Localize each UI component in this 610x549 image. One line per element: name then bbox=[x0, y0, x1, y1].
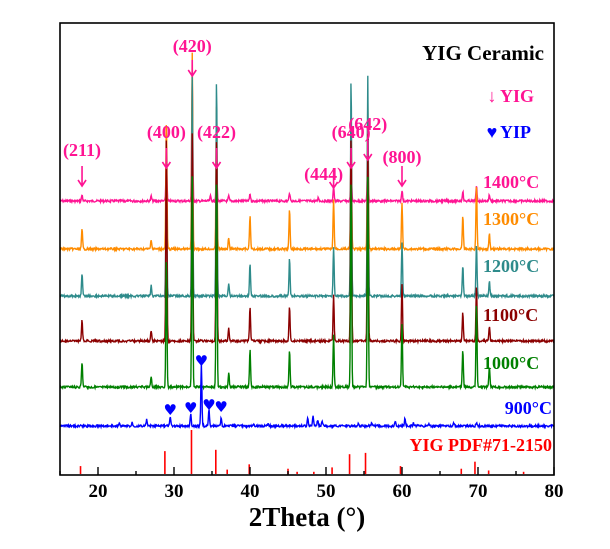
hkl-label: (422) bbox=[197, 122, 236, 143]
hkl-label: (640) bbox=[332, 122, 371, 143]
trace-1200c bbox=[59, 75, 555, 300]
trace-layer bbox=[59, 52, 555, 430]
reference-label: YIG PDF#71-2150 bbox=[410, 435, 553, 455]
x-axis-ticks: 20 30 40 50 60 70 80 bbox=[59, 467, 564, 502]
hkl-label: (420) bbox=[173, 36, 212, 57]
x-tick-label: 70 bbox=[469, 481, 488, 502]
hkl-label: (800) bbox=[383, 147, 422, 168]
trace-label-1200c: 1200°C bbox=[483, 256, 539, 276]
trace-label-1000c: 1000°C bbox=[483, 353, 539, 373]
trace-1000c bbox=[59, 176, 555, 391]
chart-title: YIG Ceramic bbox=[422, 41, 544, 65]
heart-icon: ♥ bbox=[487, 122, 498, 142]
x-tick-label: 40 bbox=[241, 481, 260, 502]
x-tick-label: 50 bbox=[317, 481, 336, 502]
trace-label-1400c: 1400°C bbox=[483, 172, 539, 192]
x-tick-label: 20 bbox=[89, 481, 108, 502]
x-tick-label: 80 bbox=[545, 481, 564, 502]
trace-1300c bbox=[59, 52, 555, 253]
down-arrow-icon bbox=[328, 168, 339, 190]
plot-frame bbox=[59, 22, 555, 476]
hkl-label: (642) bbox=[348, 114, 387, 135]
yip-heart-icon: ♥ bbox=[202, 396, 215, 414]
x-axis-title: 2Theta (°) bbox=[249, 502, 366, 532]
yip-heart-icon: ♥ bbox=[184, 399, 197, 417]
legend-label-yig: YIG bbox=[500, 86, 534, 106]
trace-900c bbox=[59, 363, 555, 430]
reference-pattern: YIG PDF#71-2150 bbox=[79, 430, 553, 474]
x-tick-label: 60 bbox=[393, 481, 412, 502]
trace-label-900c: 900°C bbox=[505, 398, 552, 418]
yip-marker-layer: ♥ ♥♥♥♥ bbox=[163, 352, 227, 419]
hkl-label: (400) bbox=[147, 122, 186, 143]
down-arrow-icon bbox=[363, 140, 373, 162]
trace-label-1100c: 1100°C bbox=[483, 305, 538, 325]
trace-1100c bbox=[59, 133, 555, 345]
down-arrow-icon bbox=[187, 60, 197, 78]
down-arrow-icon bbox=[397, 166, 407, 188]
down-arrow-icon: ↓ bbox=[488, 86, 497, 106]
peak-marker-layer: (211)(400)(420)(422)(444)(640)(642)(800) bbox=[63, 36, 422, 190]
yip-heart-icon: ♥ bbox=[214, 398, 227, 416]
hkl-label: (211) bbox=[63, 140, 101, 161]
trace-label-1300c: 1300°C bbox=[483, 209, 539, 229]
down-arrow-icon bbox=[77, 166, 87, 188]
legend: ↓ YIG♥ YIP bbox=[487, 86, 534, 142]
yip-heart-icon: ♥ bbox=[163, 401, 176, 419]
trace-1400c bbox=[59, 78, 555, 205]
trace-label-layer: 1400°C 1300°C 1200°C 1100°C 1000°C 900°C bbox=[483, 172, 552, 418]
down-arrow-icon bbox=[346, 148, 356, 170]
yip-heart-icon: ♥ bbox=[195, 352, 208, 370]
down-arrow-icon bbox=[211, 148, 222, 170]
x-tick-label: 30 bbox=[165, 481, 184, 502]
legend-label-yip: YIP bbox=[500, 122, 531, 142]
down-arrow-icon bbox=[161, 148, 172, 170]
